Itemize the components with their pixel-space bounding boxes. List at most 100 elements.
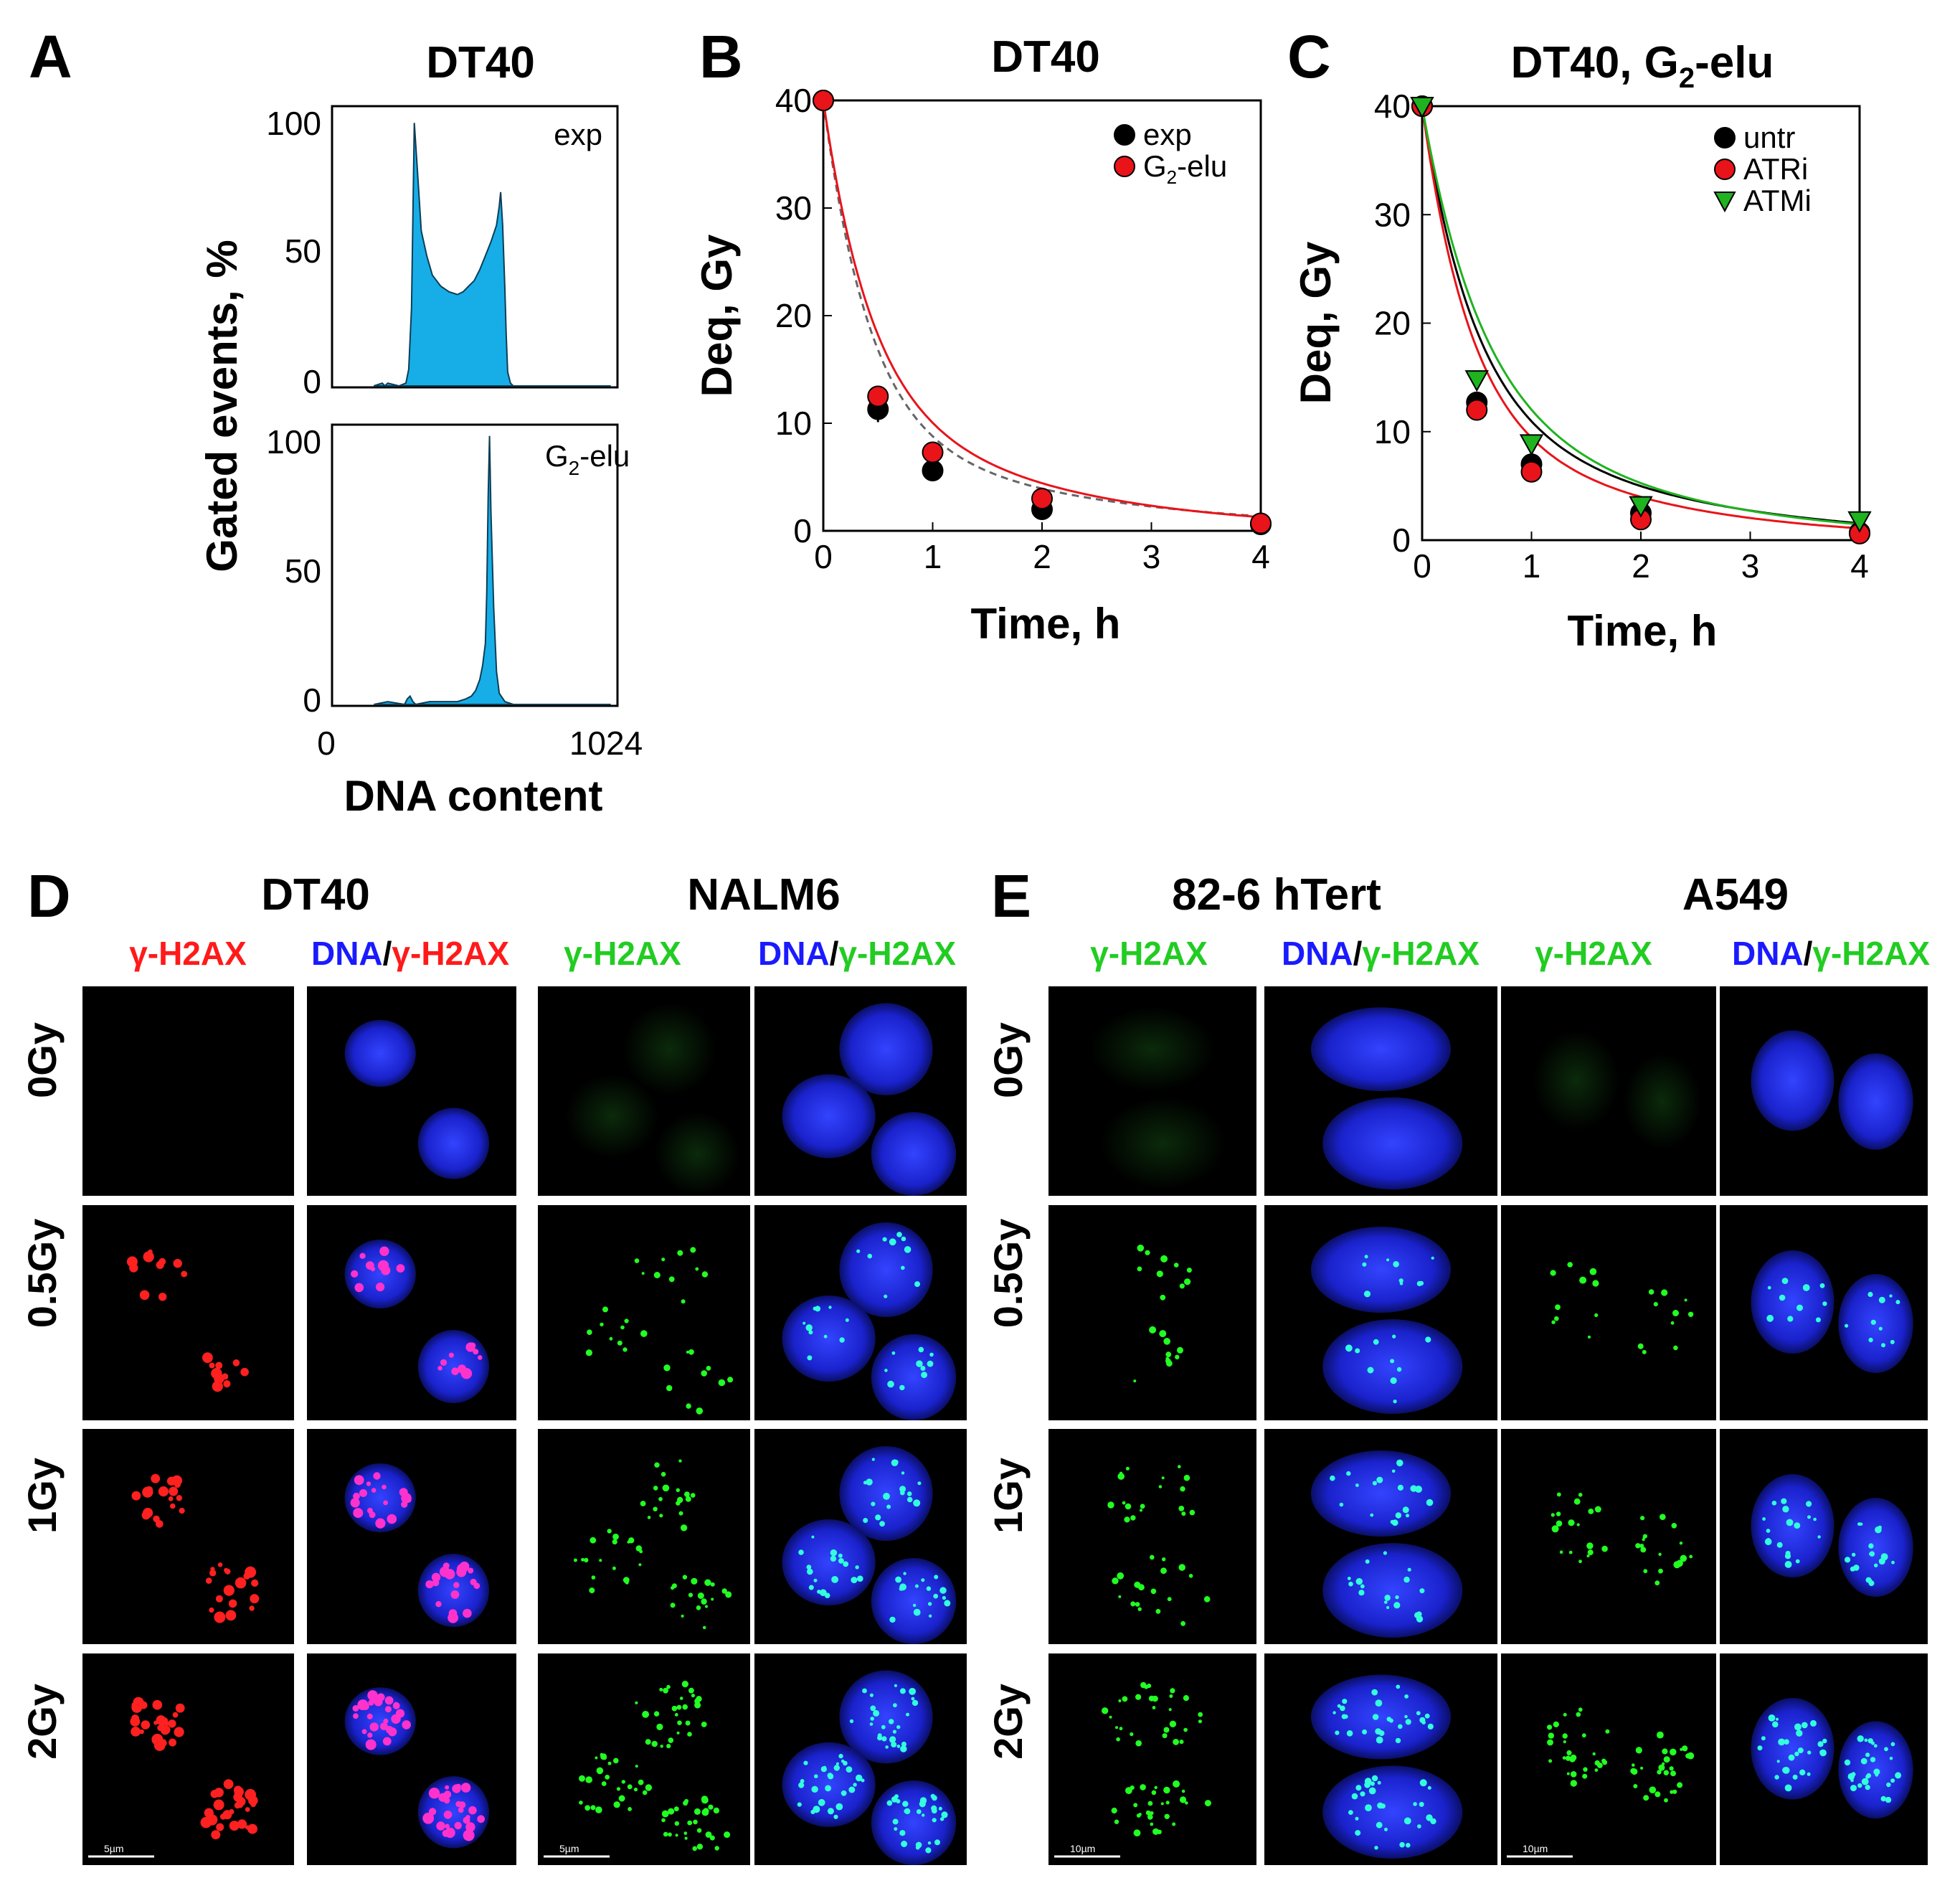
focus-spot [1874,1563,1878,1567]
micrograph-background [307,1205,516,1420]
focus-spot [143,1508,153,1518]
focus-spot [1137,1245,1145,1252]
focus-spot [168,1719,176,1728]
focus-spot [477,1355,483,1360]
focus-spot [886,1504,891,1509]
focus-spot [725,1591,732,1598]
focus-spot [228,1599,237,1608]
focus-spot [174,1481,181,1488]
focus-spot [445,1785,450,1790]
focus-spot [1179,1740,1184,1745]
focus-spot [1203,1596,1211,1603]
focus-spot [599,1559,602,1562]
focus-spot [383,1718,389,1724]
focus-spot [609,1336,613,1341]
focus-spot [1878,1326,1883,1331]
focus-spot [916,1360,923,1367]
focus-spot [1761,1736,1766,1741]
focus-spot [1384,1827,1388,1831]
focus-spot [600,1752,604,1757]
focus-spot [1788,1754,1795,1761]
focus-spot [685,1720,691,1726]
focus-spot [693,1819,698,1825]
focus-spot [1397,1484,1403,1491]
focus-spot [622,1347,628,1352]
focus-spot [929,1352,934,1357]
focus-spot [653,1506,658,1511]
focus-spot [1799,1769,1806,1775]
focus-spot [1864,1738,1868,1742]
focus-spot [1587,1549,1594,1556]
micrograph-background [1501,1653,1716,1865]
focus-spot [705,1831,712,1838]
focus-spot [422,1812,435,1824]
focus-spot [1576,1712,1581,1717]
focus-spot [454,1821,462,1830]
focus-spot [904,1808,911,1815]
scale-bar-label: 5µm [559,1843,579,1854]
focus-spot [1355,1483,1359,1487]
focus-spot [1130,1732,1134,1737]
focus-spot [1868,1337,1873,1343]
focus-spot [798,1782,805,1788]
focus-spot [701,1370,707,1377]
nucleus-dim [1100,1097,1226,1190]
nucleus [1322,1543,1463,1638]
focus-spot [383,1500,388,1506]
focus-spot [1578,1560,1582,1564]
focus-spot [1654,1791,1661,1798]
tick-a-top-0: 0 [303,363,321,400]
focus-spot [1640,1516,1645,1521]
fit-curve-g2-elu [822,100,1261,519]
focus-spot [927,1602,932,1606]
focus-spot [1427,1785,1431,1790]
micrograph-background [1048,1653,1256,1865]
micrograph-dt40-merge-row2 [307,1429,516,1644]
focus-spot [584,1557,589,1563]
col-label-a549-gamma: γ-H2AX [1535,935,1652,972]
focus-spot [617,1340,622,1346]
focus-spot [141,1720,151,1730]
focus-spot [1582,1773,1588,1779]
focus-spot [691,1577,698,1585]
focus-spot [869,1722,874,1726]
panel-a-xlabel: DNA content [344,772,602,820]
micrograph-h826-gamma-row2 [1048,1429,1256,1644]
focus-spot [1658,1568,1663,1574]
focus-spot [1419,1588,1425,1594]
focus-spot [1640,1766,1644,1770]
focus-spot [1166,1360,1173,1367]
legend-label: G2-elu [1143,149,1227,188]
focus-spot [202,1352,213,1364]
focus-spot [1568,1550,1573,1554]
focus-spot [591,1575,596,1580]
nucleus [871,1780,957,1865]
focus-spot [1776,1542,1783,1548]
focus-spot [237,1819,247,1829]
focus-spot [912,1603,917,1608]
focus-spot [250,1801,257,1808]
focus-spot [851,1577,858,1584]
focus-spot [216,1823,224,1831]
micrograph-background [82,1205,294,1420]
focus-spot [1177,1346,1183,1354]
focus-spot [1680,1747,1683,1751]
focus-spot [1865,1785,1870,1790]
focus-spot [1364,1778,1372,1785]
focus-spot [369,1722,379,1732]
focus-spot [1189,1509,1196,1516]
focus-spot [395,1709,405,1718]
focus-spot [939,1587,947,1594]
focus-spot [1384,1600,1388,1604]
focus-spot [634,1258,640,1263]
focus-spot [884,1294,888,1298]
focus-spot [1794,1751,1799,1757]
focus-spot [918,1346,924,1353]
legend-marker [1114,124,1135,146]
focus-spot [443,1790,452,1798]
panel-d: D DT40 NALM6 γ-H2AX DNA/γ-H2AX γ-H2AX DN… [27,862,956,972]
focus-spot [934,1839,940,1846]
focus-spot [853,1783,857,1787]
focus-spot [1118,1699,1122,1703]
